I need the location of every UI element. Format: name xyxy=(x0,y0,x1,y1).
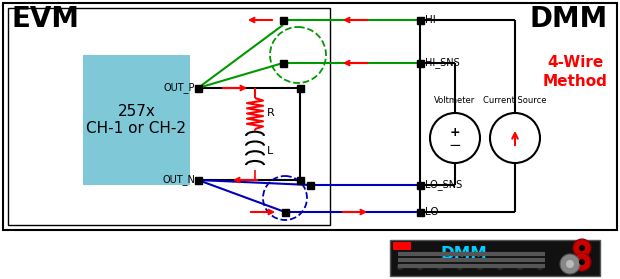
Text: L: L xyxy=(267,146,273,155)
Bar xyxy=(296,85,304,92)
Circle shape xyxy=(456,263,464,271)
Circle shape xyxy=(477,263,484,271)
Text: OUT_N: OUT_N xyxy=(162,175,195,186)
Bar xyxy=(281,208,288,215)
Circle shape xyxy=(573,253,591,271)
Bar xyxy=(280,59,286,66)
Text: EVM: EVM xyxy=(12,5,80,33)
Circle shape xyxy=(516,263,523,271)
Text: LO: LO xyxy=(425,207,438,217)
Circle shape xyxy=(497,263,503,271)
Circle shape xyxy=(560,254,580,274)
Circle shape xyxy=(417,263,423,271)
Bar xyxy=(390,240,600,276)
Text: DMM: DMM xyxy=(529,5,608,33)
Text: HI: HI xyxy=(425,15,436,25)
Bar xyxy=(3,3,617,230)
Circle shape xyxy=(536,263,544,271)
Bar xyxy=(195,177,202,184)
Text: DMM: DMM xyxy=(440,245,487,263)
Text: 4-Wire
Method: 4-Wire Method xyxy=(543,55,608,89)
Circle shape xyxy=(579,245,585,251)
Circle shape xyxy=(436,263,443,271)
Bar xyxy=(417,59,423,66)
Text: LO_SNS: LO_SNS xyxy=(425,180,463,191)
Text: +: + xyxy=(450,126,460,140)
Text: Voltmeter: Voltmeter xyxy=(435,96,476,105)
Bar xyxy=(417,208,423,215)
Circle shape xyxy=(490,113,540,163)
Bar xyxy=(417,182,423,189)
Text: R: R xyxy=(267,109,275,119)
Text: Current Source: Current Source xyxy=(483,96,547,105)
Bar xyxy=(195,85,202,92)
Bar xyxy=(8,8,330,225)
Bar xyxy=(280,16,286,23)
Circle shape xyxy=(566,260,574,268)
Bar xyxy=(83,55,190,185)
Bar xyxy=(296,177,304,184)
Bar xyxy=(306,182,314,189)
Bar xyxy=(393,242,411,250)
Circle shape xyxy=(397,263,404,271)
Text: 257x
CH-1 or CH-2: 257x CH-1 or CH-2 xyxy=(87,104,187,136)
Circle shape xyxy=(430,113,480,163)
Circle shape xyxy=(573,239,591,257)
Text: HI_SNS: HI_SNS xyxy=(425,57,460,68)
Bar xyxy=(417,16,423,23)
Text: OUT_P: OUT_P xyxy=(164,83,195,93)
Text: −: − xyxy=(449,138,461,153)
Circle shape xyxy=(579,259,585,265)
